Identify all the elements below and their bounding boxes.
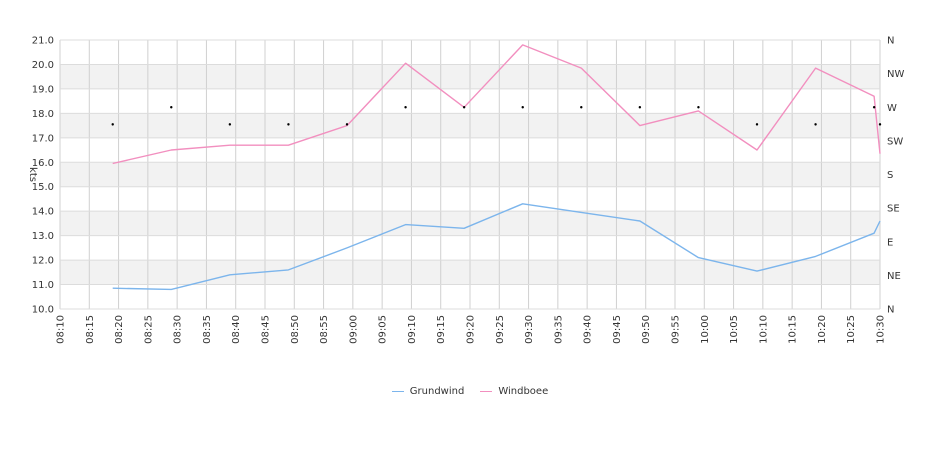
direction-marker xyxy=(878,123,882,126)
legend-swatch-grundwind xyxy=(391,391,404,392)
x-tick-label: 09:20 xyxy=(466,315,477,344)
direction-tick-label: SE xyxy=(887,204,900,215)
x-tick-label: 09:10 xyxy=(407,315,418,344)
x-tick-label: 08:15 xyxy=(85,315,96,344)
y-tick-label: 14.0 xyxy=(32,207,54,218)
direction-marker xyxy=(521,106,524,109)
direction-marker xyxy=(814,123,817,126)
direction-marker xyxy=(580,106,583,109)
x-tick-label: 10:25 xyxy=(846,315,857,344)
direction-marker xyxy=(111,123,114,126)
x-tick-label: 09:30 xyxy=(524,315,535,344)
direction-tick-label: W xyxy=(887,103,897,114)
x-tick-label: 10:20 xyxy=(817,315,828,344)
x-tick-label: 10:00 xyxy=(700,315,711,344)
direction-tick-label: N xyxy=(887,36,894,47)
x-tick-label: 10:05 xyxy=(729,315,740,344)
direction-marker xyxy=(755,123,759,126)
direction-tick-label: N xyxy=(887,305,894,316)
direction-marker xyxy=(872,106,876,109)
x-tick-label: 10:10 xyxy=(758,315,769,344)
direction-marker xyxy=(404,106,407,109)
x-tick-label: 08:10 xyxy=(56,315,67,344)
legend-label-grundwind: Grundwind xyxy=(409,386,465,397)
x-tick-label: 09:55 xyxy=(671,315,682,344)
x-tick-label: 10:30 xyxy=(876,315,887,344)
series-line-grundwind xyxy=(112,203,881,291)
direction-marker xyxy=(287,123,290,126)
direction-marker xyxy=(462,106,466,109)
x-tick-label: 09:25 xyxy=(495,315,506,344)
direction-marker xyxy=(228,123,232,126)
x-tick-label: 08:30 xyxy=(173,315,184,344)
direction-marker xyxy=(345,123,349,126)
legend-label-windboee: Windboee xyxy=(498,386,549,397)
direction-tick-label: S xyxy=(887,170,893,181)
y-tick-label: 21.0 xyxy=(32,36,54,47)
direction-marker xyxy=(170,106,173,109)
y-tick-label: 13.0 xyxy=(32,231,54,242)
y-tick-label: 12.0 xyxy=(32,256,54,267)
series-line-windboee xyxy=(112,44,881,165)
y-tick-label: 20.0 xyxy=(32,60,54,71)
x-tick-label: 08:35 xyxy=(202,315,213,344)
x-tick-label: 08:25 xyxy=(143,315,154,344)
y-tick-label: 16.0 xyxy=(32,158,54,169)
direction-marker xyxy=(697,106,700,109)
legend-item-windboee[interactable]: Windboee xyxy=(480,386,548,397)
direction-tick-label: E xyxy=(887,237,893,248)
legend: Grundwind Windboee xyxy=(0,386,940,397)
x-tick-label: 09:05 xyxy=(378,315,389,344)
y-tick-label: 17.0 xyxy=(32,133,54,144)
wind-chart: 10.0 11.0 12.0 13.0 14.0 15.0 16.0 17.0 18.0 19.0… xyxy=(27,36,904,344)
y-tick-label: 10.0 xyxy=(32,305,54,316)
x-tick-label: 08:20 xyxy=(114,315,125,344)
x-tick-label: 08:50 xyxy=(290,315,301,344)
direction-tick-label: SW xyxy=(887,136,903,147)
legend-swatch-windboee xyxy=(480,391,493,392)
x-tick-label: 08:55 xyxy=(319,315,330,344)
y-tick-label: 15.0 xyxy=(32,182,54,193)
direction-tick-label: NE xyxy=(887,271,901,282)
y-tick-label: 18.0 xyxy=(32,109,54,120)
y-tick-label: 19.0 xyxy=(32,84,54,95)
x-tick-label: 09:35 xyxy=(553,315,564,344)
x-tick-label: 09:00 xyxy=(348,315,359,344)
x-tick-label: 09:15 xyxy=(436,315,447,344)
direction-marker xyxy=(638,106,642,109)
x-tick-label: 08:40 xyxy=(231,315,242,344)
y-tick-label: 11.0 xyxy=(32,280,54,291)
x-tick-label: 09:45 xyxy=(612,315,623,344)
legend-item-grundwind[interactable]: Grundwind xyxy=(391,386,465,397)
direction-tick-label: NW xyxy=(887,69,904,80)
x-tick-label: 09:50 xyxy=(641,315,652,344)
y-axis-title: kts xyxy=(27,167,38,182)
x-tick-label: 09:40 xyxy=(583,315,594,344)
x-tick-label: 10:15 xyxy=(788,315,799,344)
x-tick-label: 08:45 xyxy=(261,315,272,344)
